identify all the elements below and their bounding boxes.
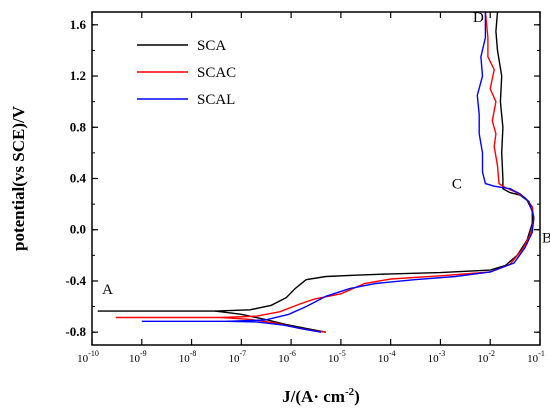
annotation-b: B — [542, 231, 550, 247]
x-tick-exponent: -2 — [488, 349, 495, 358]
y-tick-label: 0.8 — [70, 119, 87, 134]
x-tick-label: 10-7 — [228, 349, 246, 365]
y-tick-label: 0.0 — [70, 222, 86, 237]
y-axis-title: potential(vs SCE)/V — [9, 105, 28, 251]
y-tick-label: -0.8 — [65, 324, 86, 339]
legend-label-sca: SCA — [197, 38, 226, 54]
x-tick-exponent: -9 — [140, 349, 147, 358]
y-tick-label: 1.6 — [70, 17, 87, 32]
x-tick-label: 10-2 — [477, 349, 495, 365]
axes: 1.6 1.2 0.8 0.4 0.0 -0.4 -0.8 10-10 10-9 10-8 10-7… — [9, 11, 545, 406]
series-cathodic-branch-scal — [226, 320, 322, 333]
x-tick-exponent: -10 — [88, 349, 99, 358]
x-tick-exponent: -4 — [389, 349, 396, 358]
x-tick-exponent: -8 — [190, 349, 197, 358]
x-tick-exponent: -3 — [439, 349, 446, 358]
annotation-d: D — [473, 10, 484, 26]
x-axis-title-exponent: -2 — [345, 386, 355, 398]
annotation-c: C — [452, 177, 462, 193]
annotation-a: A — [102, 282, 113, 298]
y-tick-label: 0.4 — [70, 171, 87, 186]
x-axis-title-main: J/(A· cm — [282, 387, 345, 406]
legend-label-scac: SCAC — [197, 65, 236, 81]
x-tick-label: 10-6 — [278, 349, 296, 365]
x-tick-exponent: -1 — [538, 349, 545, 358]
x-tick-label: 10-1 — [527, 349, 545, 365]
legend-label-scal: SCAL — [197, 92, 235, 108]
x-tick-exponent: -5 — [339, 349, 346, 358]
chart-marks: A B C D — [97, 10, 550, 333]
x-tick-label: 10-8 — [179, 349, 197, 365]
legend: SCA SCAC SCAL — [137, 38, 236, 108]
y-tick-label: -0.4 — [65, 273, 86, 288]
series-line-scal — [141, 12, 535, 322]
x-axis-title: J/(A· cm-2) — [282, 386, 360, 406]
x-tick-label: 10-10 — [77, 349, 99, 365]
x-tick-label: 10-5 — [328, 349, 346, 365]
x-tick-exponent: -6 — [289, 349, 296, 358]
x-tick-exponent: -7 — [239, 349, 246, 358]
x-tick-label: 10-3 — [428, 349, 446, 365]
series-cathodic-branch-sca — [215, 310, 327, 333]
x-tick-label: 10-4 — [378, 349, 396, 365]
x-axis-title-close: ) — [354, 387, 360, 406]
series-line-sca — [97, 11, 533, 312]
x-tick-label: 10-9 — [129, 349, 147, 365]
plot-frame — [91, 11, 541, 346]
y-tick-label: 1.2 — [70, 68, 86, 83]
